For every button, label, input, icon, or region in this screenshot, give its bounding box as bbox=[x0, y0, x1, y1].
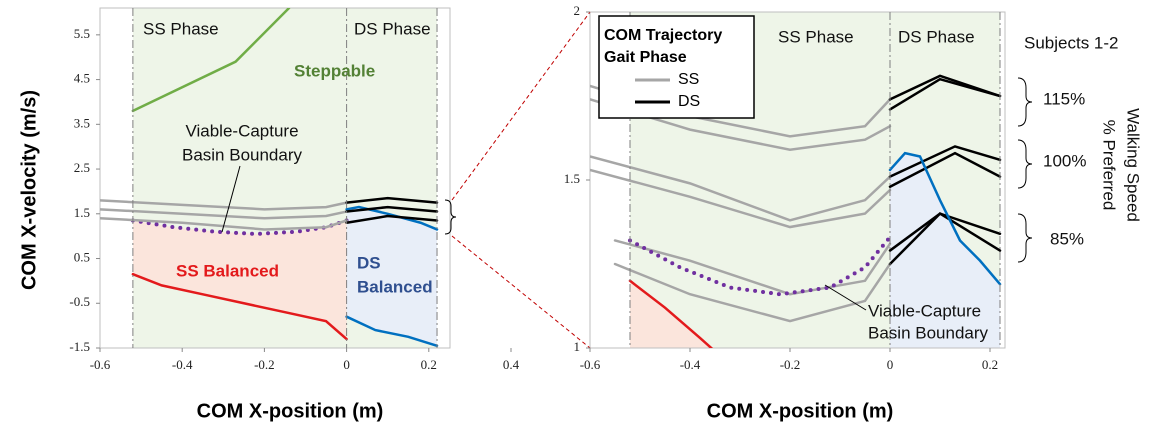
series-line bbox=[613, 239, 892, 296]
series-line bbox=[100, 199, 348, 211]
legend-label: DS bbox=[678, 93, 700, 110]
region-fill bbox=[132, 220, 347, 340]
plot-frame bbox=[99, 7, 451, 349]
annotation: Steppable bbox=[294, 61, 375, 80]
y-tick-label: 0.5 bbox=[74, 250, 90, 265]
series-line bbox=[628, 235, 892, 297]
y-tick-label: 2.5 bbox=[74, 160, 90, 175]
x-tick-label: 0 bbox=[887, 357, 894, 372]
zoom-line bbox=[451, 235, 591, 349]
y-tick-label: -0.5 bbox=[69, 294, 90, 309]
x-axis-label: COM X-position (m) bbox=[197, 400, 384, 422]
y-tick-label: -1.5 bbox=[69, 339, 90, 354]
annotation: 100% bbox=[1043, 151, 1086, 170]
series-line bbox=[345, 214, 439, 224]
y-tick-label: 2 bbox=[574, 3, 581, 18]
series-line bbox=[628, 279, 714, 348]
series-line bbox=[888, 145, 1002, 178]
series-line bbox=[888, 151, 1002, 188]
brace bbox=[1017, 77, 1033, 127]
region-fill bbox=[890, 153, 1000, 348]
leader-line bbox=[824, 284, 867, 311]
annotation: DS Phase bbox=[898, 27, 975, 46]
series-line bbox=[100, 208, 348, 220]
x-tick-label: -0.2 bbox=[254, 357, 275, 372]
x-tick-label: 0.2 bbox=[421, 357, 437, 372]
series-line bbox=[888, 77, 1002, 111]
brace bbox=[1017, 139, 1033, 189]
y-tick-label: 1 bbox=[574, 339, 581, 354]
legend-label: SS bbox=[678, 71, 699, 88]
leader-line bbox=[221, 165, 241, 233]
region-fill bbox=[346, 207, 438, 346]
brace bbox=[1017, 213, 1033, 263]
x-tick-label: -0.6 bbox=[90, 357, 111, 372]
annotation: Basin Boundary bbox=[868, 323, 989, 342]
y-tick-label: 1.5 bbox=[564, 171, 580, 186]
series-line bbox=[613, 262, 892, 323]
series-line bbox=[130, 218, 349, 236]
region-fill bbox=[630, 280, 730, 348]
series-line bbox=[345, 205, 439, 213]
annotation: SS Phase bbox=[143, 19, 219, 38]
annotation: Walking Speed bbox=[1124, 108, 1143, 222]
series-line bbox=[131, 272, 348, 341]
brace bbox=[444, 199, 457, 235]
series-line bbox=[345, 196, 439, 204]
annotation: DS bbox=[357, 253, 381, 272]
annotation: Viable-Capture bbox=[185, 121, 298, 140]
zoom-line bbox=[451, 11, 591, 201]
annotation: Balanced bbox=[357, 277, 433, 296]
series-line bbox=[590, 98, 892, 152]
annotation: Subjects 1-2 bbox=[1024, 33, 1119, 52]
x-tick-label: 0.2 bbox=[982, 357, 998, 372]
annotation: Basin Boundary bbox=[182, 145, 303, 164]
x-tick-label: -0.4 bbox=[172, 357, 193, 372]
series-line bbox=[345, 205, 439, 231]
series-line bbox=[888, 151, 1002, 286]
x-tick-label: -0.2 bbox=[780, 357, 801, 372]
series-line bbox=[131, 8, 291, 113]
legend-title: Gait Phase bbox=[604, 49, 687, 66]
series-line bbox=[100, 217, 348, 231]
annotation: DS Phase bbox=[354, 19, 431, 38]
series-line bbox=[345, 315, 439, 348]
y-tick-label: 1.5 bbox=[74, 205, 90, 220]
x-tick-label: 0.4 bbox=[503, 357, 520, 372]
plot-fills bbox=[132, 8, 438, 348]
x-tick-label: -0.6 bbox=[580, 357, 601, 372]
annotation: 85% bbox=[1050, 229, 1084, 248]
annotation: SS Balanced bbox=[176, 261, 279, 280]
annotation: SS Phase bbox=[778, 27, 854, 46]
y-tick-label: 3.5 bbox=[74, 115, 90, 130]
legend-box bbox=[598, 15, 755, 119]
y-tick-label: 5.5 bbox=[74, 26, 90, 41]
legend-title: COM Trajectory bbox=[604, 27, 722, 44]
y-tick-label: 4.5 bbox=[74, 71, 90, 86]
x-axis-label: COM X-position (m) bbox=[707, 400, 894, 422]
plot-fills bbox=[630, 12, 1000, 348]
annotation: % Preferred bbox=[1100, 120, 1119, 211]
series-line bbox=[590, 168, 892, 229]
plot-lines bbox=[100, 8, 439, 348]
series-line bbox=[590, 155, 892, 222]
annotation: 115% bbox=[1043, 89, 1085, 108]
x-tick-label: 0 bbox=[343, 357, 350, 372]
x-tick-label: -0.4 bbox=[680, 357, 701, 372]
series-line bbox=[888, 212, 1002, 266]
annotation: Viable-Capture bbox=[868, 301, 981, 320]
y-axis-label: COM X-velocity (m/s) bbox=[18, 90, 40, 290]
